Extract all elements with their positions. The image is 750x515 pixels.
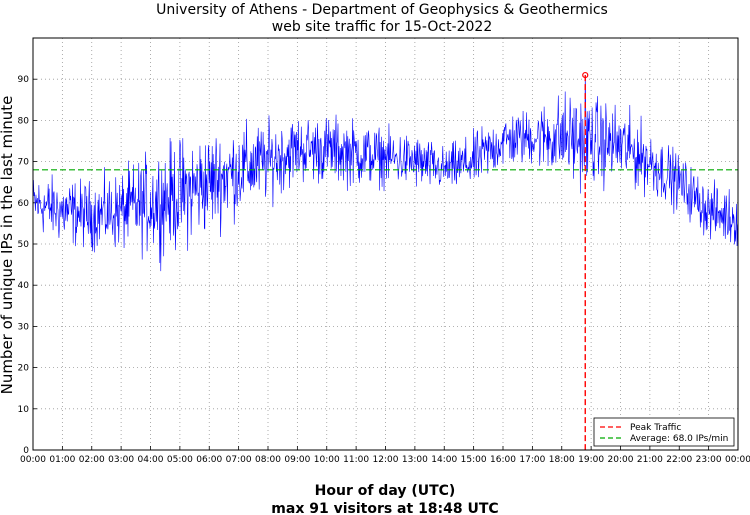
x-tick-label: 22:00	[666, 455, 692, 465]
y-tick-label: 20	[18, 364, 30, 374]
y-tick-label: 0	[23, 446, 29, 456]
peak-marker	[582, 71, 589, 79]
legend-label-peak: Peak Traffic	[630, 423, 681, 433]
y-tick-label: 30	[18, 322, 30, 332]
x-tick-label: 14:00	[431, 455, 457, 465]
x-tick-label: 02:00	[79, 455, 105, 465]
chart-subtitle: web site traffic for 15-Oct-2022	[272, 19, 493, 35]
x-tick-label: 08:00	[255, 455, 281, 465]
x-tick-label: 18:00	[549, 455, 575, 465]
legend-label-average: Average: 68.0 IPs/min	[630, 434, 728, 444]
plot-frame	[32, 37, 739, 451]
x-tick-label: 17:00	[519, 455, 545, 465]
x-tick-label: 00:00	[20, 455, 46, 465]
x-axis-label: Hour of day (UTC)	[315, 483, 456, 499]
y-tick-label: 50	[18, 240, 30, 250]
x-tick-label: 07:00	[226, 455, 252, 465]
traffic-series-line	[32, 75, 739, 272]
y-tick-labels: 0 10 20 30 40 50 60 70 80 90	[18, 75, 30, 456]
x-tick-label: 15:00	[461, 455, 487, 465]
x-tick-label: 03:00	[108, 455, 134, 465]
x-tick-labels: 00:00 01:00 02:00 03:00 04:00 05:00 06:00 07:00…	[20, 455, 750, 465]
x-tick-label: 09:00	[284, 455, 310, 465]
y-tick-label: 10	[18, 405, 30, 415]
x-tick-label: 19:00	[578, 455, 604, 465]
x-tick-label: 23:00	[696, 455, 722, 465]
grid	[32, 38, 739, 451]
chart-footer: max 91 visitors at 18:48 UTC	[271, 501, 498, 515]
legend-box	[593, 417, 735, 447]
x-tick-label: 06:00	[196, 455, 222, 465]
y-tick-label: 60	[18, 199, 30, 209]
x-tick-label: 16:00	[490, 455, 516, 465]
x-tick-label: 10:00	[314, 455, 340, 465]
y-tick-label: 70	[18, 158, 30, 168]
x-tick-label: 12:00	[373, 455, 399, 465]
y-axis-label: Number of unique IPs in the last minute	[0, 96, 16, 395]
x-tick-label: 04:00	[138, 455, 164, 465]
y-tick-label: 90	[18, 75, 30, 85]
chart-title: University of Athens - Department of Geo…	[156, 2, 608, 18]
x-tick-label: 00:00	[725, 455, 750, 465]
x-tick-label: 13:00	[402, 455, 428, 465]
x-tick-label: 20:00	[608, 455, 634, 465]
y-tick-label: 40	[18, 281, 30, 291]
x-tick-label: 21:00	[637, 455, 663, 465]
x-tick-label: 01:00	[49, 455, 75, 465]
y-tick-label: 80	[18, 116, 30, 126]
x-tick-label: 11:00	[343, 455, 369, 465]
legend: Peak Traffic Average: 68.0 IPs/min	[593, 417, 735, 447]
x-tick-label: 05:00	[167, 455, 193, 465]
